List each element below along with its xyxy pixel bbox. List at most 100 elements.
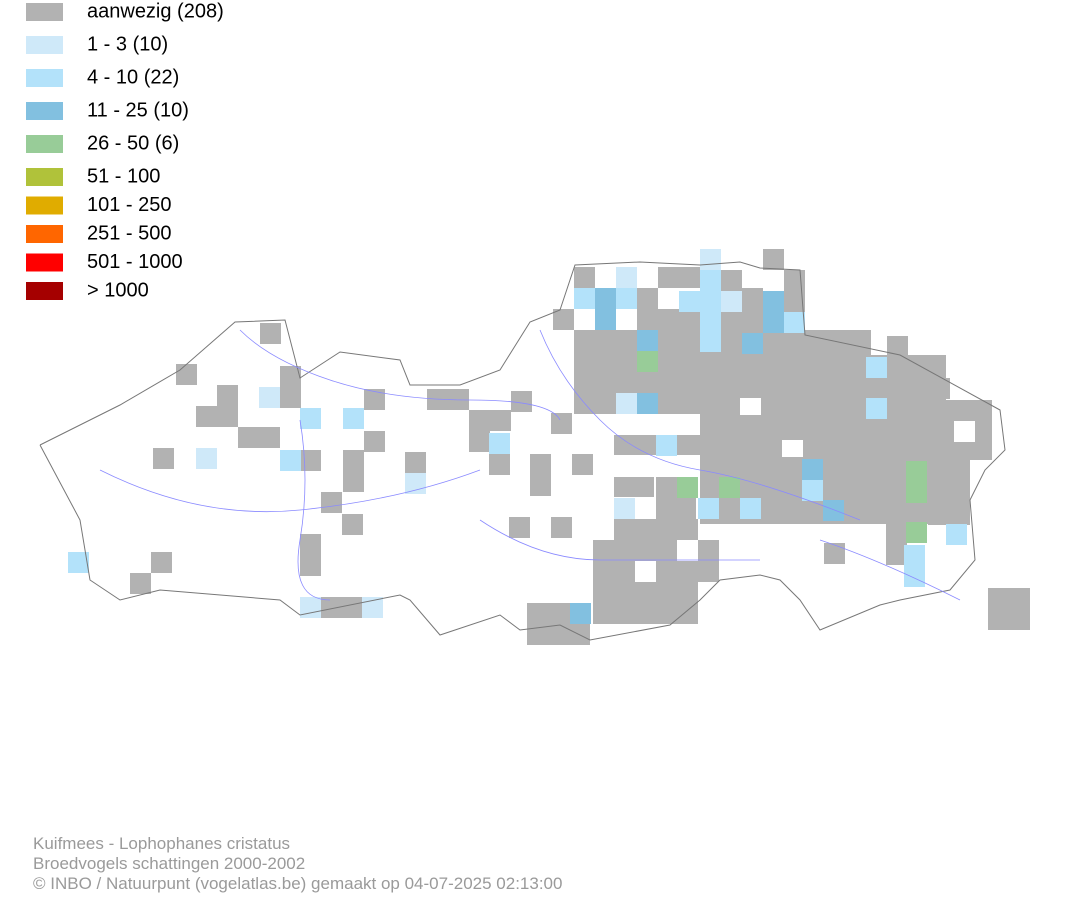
grid-cell bbox=[616, 267, 637, 288]
grid-cell bbox=[570, 603, 591, 624]
grid-cell bbox=[343, 450, 364, 492]
legend-label: 26 - 50 (6) bbox=[87, 132, 179, 154]
grid-cell bbox=[782, 440, 803, 457]
grid-cell bbox=[320, 597, 362, 618]
grid-cell bbox=[656, 435, 677, 456]
grid-cell bbox=[238, 427, 280, 448]
grid-cell bbox=[405, 473, 426, 494]
grid-cell bbox=[259, 387, 280, 408]
grid-cell bbox=[151, 552, 172, 573]
legend-label: 4 - 10 (22) bbox=[87, 66, 179, 88]
grid-cell bbox=[637, 393, 658, 414]
legend-swatch bbox=[26, 69, 63, 87]
grid-cell bbox=[574, 267, 595, 288]
legend-swatch bbox=[26, 253, 63, 272]
grid-cell bbox=[802, 459, 823, 480]
region-outline bbox=[39, 261, 1006, 641]
grid-cell bbox=[616, 288, 637, 309]
grid-cell bbox=[551, 517, 572, 538]
rivers bbox=[99, 329, 961, 601]
grid-cells bbox=[68, 249, 1030, 645]
grid-cell bbox=[300, 534, 321, 576]
grid-cell bbox=[489, 454, 510, 475]
grid-cell bbox=[509, 517, 530, 538]
grid-cell bbox=[904, 545, 925, 587]
grid-cell bbox=[362, 597, 383, 618]
grid-cell bbox=[719, 477, 740, 498]
grid-cell bbox=[130, 573, 151, 594]
grid-cell bbox=[469, 431, 490, 452]
river bbox=[239, 329, 561, 421]
grid-cell bbox=[364, 389, 385, 410]
grid-cell bbox=[595, 288, 616, 330]
legend-label: 501 - 1000 bbox=[87, 251, 183, 273]
grid-cell bbox=[740, 498, 761, 519]
grid-cell bbox=[698, 498, 719, 519]
grid-cell bbox=[721, 291, 742, 312]
grid-cell bbox=[887, 336, 908, 357]
grid-cell bbox=[866, 398, 887, 419]
grid-cell bbox=[886, 519, 907, 565]
grid-cell bbox=[68, 552, 89, 573]
grid-cell bbox=[742, 288, 763, 330]
grid-cell bbox=[572, 454, 593, 475]
grid-cell bbox=[679, 291, 700, 312]
grid-cell bbox=[574, 288, 595, 309]
grid-cell bbox=[300, 450, 321, 471]
river bbox=[479, 519, 760, 561]
grid-cell bbox=[364, 431, 385, 452]
grid-cell bbox=[321, 492, 342, 513]
footer-line: Broedvogels schattingen 2000-2002 bbox=[33, 854, 305, 873]
grid-cell bbox=[614, 477, 654, 497]
grid-cell bbox=[740, 398, 761, 415]
grid-cell bbox=[677, 540, 698, 561]
footer-line: Kuifmees - Lophophanes cristatus bbox=[33, 834, 290, 853]
grid-cell bbox=[700, 249, 721, 270]
legend-label: > 1000 bbox=[87, 279, 149, 301]
river bbox=[99, 469, 481, 512]
grid-cell bbox=[906, 461, 927, 503]
grid-cell bbox=[489, 433, 510, 454]
footer: Kuifmees - Lophophanes cristatusBroedvog… bbox=[33, 834, 562, 893]
legend-swatch bbox=[26, 102, 63, 120]
grid-cell bbox=[906, 522, 927, 543]
grid-cell bbox=[988, 588, 1030, 630]
grid-cell bbox=[343, 408, 364, 429]
footer-line: © INBO / Natuurpunt (vogelatlas.be) gema… bbox=[33, 874, 562, 893]
grid-cell bbox=[637, 288, 658, 330]
grid-cell bbox=[637, 330, 658, 351]
grid-cell bbox=[802, 480, 823, 501]
grid-cell bbox=[153, 448, 174, 469]
grid-cell bbox=[260, 323, 281, 344]
legend-swatch bbox=[26, 225, 63, 243]
river bbox=[539, 329, 861, 521]
grid-cell bbox=[614, 498, 635, 519]
legend-swatch bbox=[26, 168, 63, 186]
grid-cell bbox=[511, 391, 532, 412]
grid-cell bbox=[635, 561, 656, 582]
legend-label: aanwezig (208) bbox=[87, 0, 224, 22]
grid-cell bbox=[530, 454, 551, 496]
legend: aanwezig (208) 1 - 3 (10) 4 - 10 (22) 11 - … bbox=[26, 0, 224, 301]
grid-cell bbox=[721, 270, 742, 291]
grid-cell bbox=[551, 413, 572, 434]
grid-cell bbox=[946, 524, 967, 545]
grid-cell bbox=[217, 385, 238, 406]
grid-cell bbox=[553, 309, 574, 330]
grid-cell bbox=[616, 393, 637, 414]
grid-cell bbox=[196, 448, 217, 469]
grid-cell bbox=[763, 291, 784, 333]
grid-cell bbox=[677, 477, 698, 498]
legend-swatch bbox=[26, 135, 63, 153]
grid-cell bbox=[763, 249, 784, 270]
grid-cell bbox=[300, 408, 321, 429]
grid-cell bbox=[700, 270, 721, 352]
legend-label: 101 - 250 bbox=[87, 194, 172, 216]
grid-cell bbox=[405, 452, 426, 473]
grid-cell bbox=[823, 500, 844, 521]
grid-cell bbox=[280, 366, 301, 408]
grid-cell bbox=[824, 543, 845, 564]
legend-label: 251 - 500 bbox=[87, 222, 172, 244]
